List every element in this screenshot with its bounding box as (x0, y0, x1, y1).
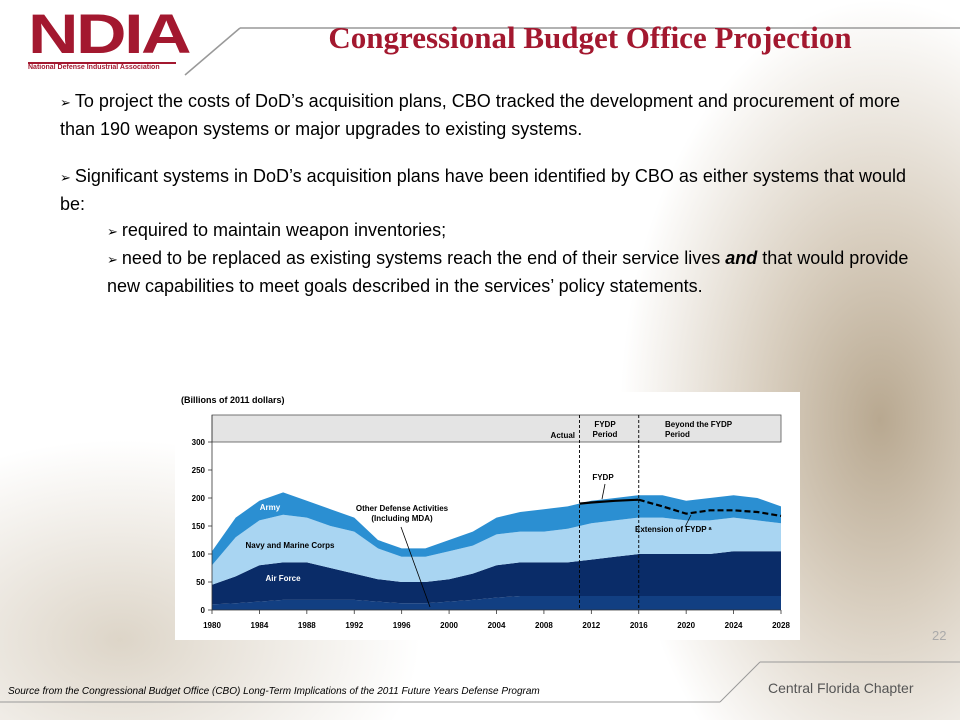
x-tick-label: 2000 (440, 621, 458, 630)
chapter: Central Florida Chapter (768, 680, 914, 696)
page-number: 22 (932, 628, 947, 643)
chart: (Billions of 2011 dollars) 0 50 100 150 200 2… (175, 392, 800, 640)
series-label: Air Force (265, 574, 301, 583)
x-tick-label: 2004 (488, 621, 506, 630)
y-tick-label: 50 (196, 578, 205, 587)
x-tick-label: 1984 (251, 621, 269, 630)
chart-svg: (Billions of 2011 dollars) 0 50 100 150 200 2… (181, 395, 790, 630)
logo-subtitle: National Defense Industrial Association (28, 62, 176, 71)
sub-bullet-text: that would provide new capabilities to m… (107, 248, 909, 296)
line-label: FYDP (592, 473, 614, 482)
fydp-line (579, 498, 639, 505)
logo: NDIA (28, 2, 192, 65)
y-axis-label: (Billions of 2011 dollars) (181, 395, 285, 405)
series-label: Other Defense Activities (Including MDA) (355, 504, 449, 523)
series-label: Navy and Marine Corps (245, 541, 335, 550)
y-tick-label: 0 (201, 606, 206, 615)
x-tick-label: 2020 (677, 621, 695, 630)
bullet-list: ➢ To project the costs of DoD’s acquisiti… (60, 88, 910, 299)
x-tick-label: 1988 (298, 621, 316, 630)
x-tick-label: 2008 (535, 621, 553, 630)
source-note: Source from the Congressional Budget Off… (8, 686, 540, 697)
bullet: ➢ To project the costs of DoD’s acquisiti… (60, 91, 900, 139)
bullet-text: Significant systems in DoD’s acquisition… (60, 166, 906, 214)
x-tick-label: 1980 (203, 621, 221, 630)
pointer (684, 514, 692, 528)
x-tick-label: 2016 (630, 621, 648, 630)
pointer (601, 483, 606, 500)
slide-title: Congressional Budget Office Projection (328, 20, 852, 55)
bullet-text: To project the costs of DoD’s acquisitio… (60, 91, 900, 139)
x-tick-label: 1996 (393, 621, 411, 630)
sub-bullet: ➢ required to maintain weapon inventories… (107, 220, 447, 240)
x-tick-label: 2012 (582, 621, 600, 630)
x-tick-label: 2028 (772, 621, 790, 630)
y-tick-label: 300 (192, 438, 206, 447)
y-tick-label: 100 (192, 550, 206, 559)
pointer (400, 526, 431, 608)
y-tick-label: 150 (192, 522, 206, 531)
period-label: Actual (550, 431, 575, 440)
series-label: Army (259, 503, 281, 512)
y-tick-label: 250 (192, 466, 206, 475)
x-tick-label: 2024 (725, 621, 743, 630)
bullet: ➢ Significant systems in DoD’s acquisitio… (60, 166, 906, 214)
period-label: FYDP Period (592, 420, 618, 439)
sub-bullet-text: required to maintain weapon inventories; (121, 220, 447, 240)
period-band (211, 414, 782, 443)
sub-bullet-text: need to be replaced as existing systems … (121, 248, 726, 268)
x-tick-label: 1992 (345, 621, 363, 630)
fydp-line (638, 498, 782, 518)
line-label: Extension of FYDP ᵃ (635, 525, 712, 534)
y-tick-label: 200 (192, 494, 206, 503)
emphasis: and (725, 248, 758, 268)
period-label: Beyond the FYDP Period (665, 420, 732, 439)
sub-bullet: ➢ need to be replaced as existing systems… (107, 248, 909, 296)
